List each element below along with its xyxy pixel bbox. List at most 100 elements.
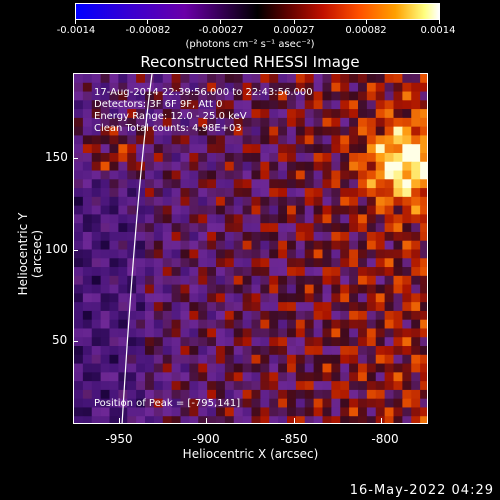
heatmap-cell [127, 231, 137, 242]
heatmap-cell [82, 144, 93, 154]
heatmap-cell [171, 284, 182, 294]
heatmap-cell [180, 231, 190, 242]
heatmap-cell [153, 109, 164, 119]
heatmap-cell [393, 240, 403, 251]
heatmap-cell [118, 74, 128, 84]
heatmap-cell [313, 74, 324, 84]
heatmap-cell [375, 126, 386, 137]
heatmap-cell [136, 126, 146, 137]
heatmap-cell [109, 275, 119, 286]
heatmap-cell [100, 82, 111, 93]
heatmap-cell [216, 152, 226, 163]
heatmap-cell [295, 82, 306, 93]
heatmap-cell [260, 302, 270, 312]
heatmap-cell [82, 196, 93, 207]
heatmap-cell [91, 319, 102, 330]
heatmap-cell [402, 284, 412, 294]
heatmap-cell [91, 293, 102, 303]
heatmap-cell [375, 179, 386, 189]
heatmap-cell [402, 328, 412, 338]
heatmap-cell [304, 398, 315, 409]
heatmap-cell [189, 302, 199, 312]
heatmap-cell [295, 398, 306, 409]
heatmap-cell [269, 91, 279, 101]
heatmap-cell [216, 91, 226, 101]
heatmap-cell [224, 328, 235, 338]
heatmap-cell [331, 293, 341, 303]
heatmap-cell [251, 354, 261, 365]
heatmap-cell [189, 407, 199, 417]
heatmap-cell [402, 205, 412, 216]
heatmap-cell [402, 196, 412, 207]
heatmap-cell [127, 109, 137, 119]
heatmap-cell [251, 337, 261, 347]
heatmap-cell [366, 381, 377, 391]
heatmap-cell [269, 249, 279, 259]
heatmap-cell [322, 416, 332, 423]
heatmap-cell [366, 231, 377, 242]
heatmap-cell [171, 82, 182, 93]
heatmap-cell [260, 284, 270, 294]
heatmap-cell [180, 117, 190, 128]
heatmap-cell [313, 152, 324, 163]
heatmap-cell [304, 284, 315, 294]
heatmap-cell [109, 310, 119, 321]
heatmap-cell [74, 346, 84, 356]
heatmap-cell [260, 170, 270, 180]
heatmap-cell [171, 354, 182, 365]
heatmap-cell [136, 363, 146, 373]
heatmap-cell [82, 363, 93, 373]
heatmap-cell [349, 135, 359, 145]
heatmap-cell [136, 179, 146, 189]
heatmap-cell [171, 363, 182, 373]
heatmap-cell [162, 205, 173, 216]
heatmap-cell [224, 109, 235, 119]
heatmap-cell [402, 346, 412, 356]
heatmap-cell [393, 337, 403, 347]
heatmap-cell [224, 398, 235, 409]
heatmap-cell [375, 205, 386, 216]
heatmap-cell [304, 126, 315, 137]
heatmap-cell [402, 152, 412, 163]
heatmap-cell [82, 170, 93, 180]
heatmap-cell [109, 179, 119, 189]
heatmap-cell [402, 372, 412, 382]
heatmap-cell [189, 249, 199, 259]
heatmap-cell [313, 328, 324, 338]
heatmap-cell [251, 275, 261, 286]
heatmap-cell [233, 249, 244, 259]
heatmap-cell [287, 337, 297, 347]
heatmap-cell [331, 109, 341, 119]
heatmap-cell [375, 363, 386, 373]
heatmap-cell [216, 389, 226, 400]
heatmap-cell [162, 161, 173, 172]
heatmap-cell [269, 389, 279, 400]
heatmap-cell [358, 302, 368, 312]
heatmap-cell [358, 354, 368, 365]
heatmap-cell [109, 91, 119, 101]
heatmap-cell [91, 126, 102, 137]
heatmap-cell [402, 179, 412, 189]
heatmap-cell [109, 328, 119, 338]
heatmap-cell [118, 144, 128, 154]
heatmap-cell [180, 161, 190, 172]
heatmap-cell [313, 398, 324, 409]
heatmap-cell [180, 328, 190, 338]
heatmap-cell [189, 126, 199, 137]
heatmap-cell [118, 389, 128, 400]
heatmap-cell [366, 74, 377, 84]
heatmap-cell [207, 117, 217, 128]
heatmap-cell [118, 363, 128, 373]
heatmap-cell [216, 337, 226, 347]
heatmap-cell [358, 346, 368, 356]
heatmap-cell [127, 249, 137, 259]
heatmap-cell [260, 161, 270, 172]
heatmap-cell [393, 293, 403, 303]
heatmap-cell [269, 82, 279, 93]
heatmap-cell [153, 223, 164, 233]
heatmap-cell [366, 214, 377, 224]
heatmap-cell [366, 293, 377, 303]
heatmap-cell [313, 144, 324, 154]
heatmap-cell [393, 284, 403, 294]
heatmap-cell [340, 363, 350, 373]
